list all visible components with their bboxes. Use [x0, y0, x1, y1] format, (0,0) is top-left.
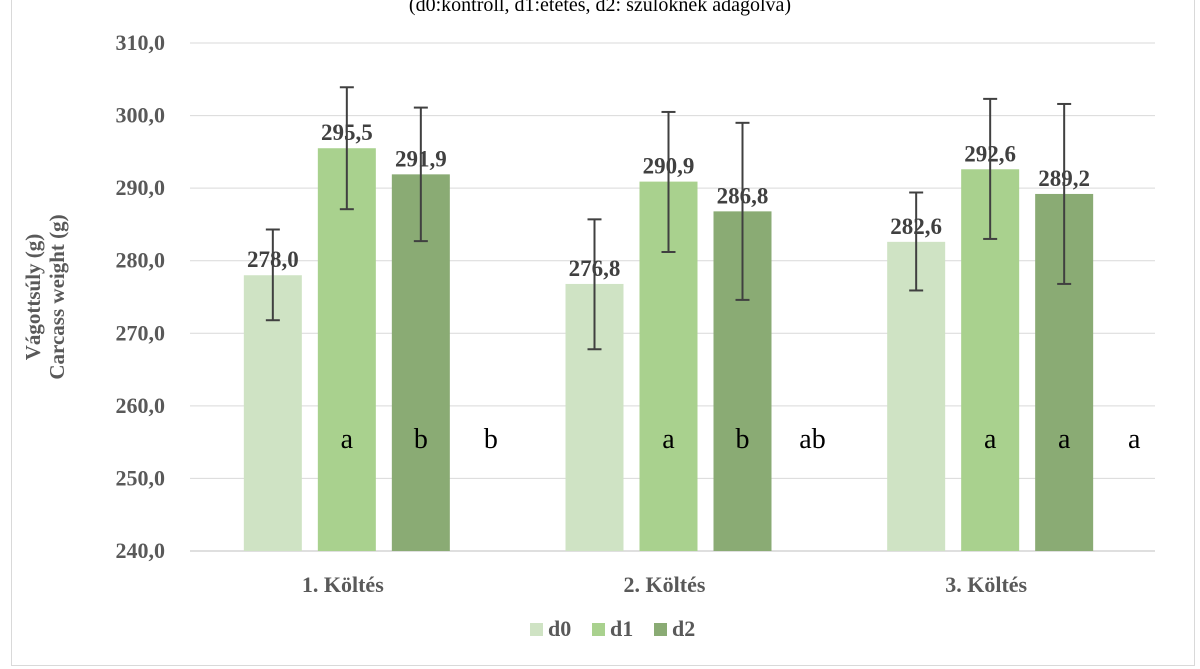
y-tick-label: 270,0 — [116, 320, 166, 345]
y-tick-label: 260,0 — [116, 393, 166, 418]
bar-d0 — [887, 241, 946, 552]
x-tick-label: 1. Költés — [302, 572, 384, 597]
y-axis-title: Vágottsúly (g) — [21, 234, 45, 361]
chart-subtitle: (d0:kontroll, d1:etetés, d2: szülőknek a… — [408, 0, 792, 16]
data-label: 289,2 — [1038, 166, 1090, 191]
y-tick-label: 310,0 — [116, 30, 166, 55]
data-label: 278,0 — [247, 247, 299, 272]
significance-letter: ab — [799, 424, 825, 455]
y-axis-subtitle: Carcass weight (g) — [45, 214, 69, 379]
legend-label: d0 — [548, 616, 571, 641]
significance-letter: a — [341, 424, 354, 455]
x-tick-label: 3. Költés — [945, 572, 1027, 597]
significance-letter: a — [984, 424, 997, 455]
significance-letter: b — [414, 424, 428, 455]
bar-d1 — [317, 148, 376, 551]
x-tick-label: 2. Költés — [624, 572, 706, 597]
significance-letter: a — [662, 424, 675, 455]
data-label: 295,5 — [321, 120, 373, 145]
legend-swatch-d2 — [654, 623, 667, 636]
y-tick-label: 240,0 — [116, 538, 166, 563]
significance-letter: b — [736, 424, 750, 455]
data-label: 282,6 — [890, 214, 942, 239]
data-label: 290,9 — [643, 154, 695, 179]
data-label: 292,6 — [964, 141, 1016, 166]
significance-letter: a — [1058, 424, 1071, 455]
chart-frame — [11, 0, 1195, 666]
significance-letter: a — [1128, 424, 1141, 455]
data-label: 276,8 — [569, 256, 621, 281]
data-label: 291,9 — [395, 146, 447, 171]
data-label: 286,8 — [717, 183, 769, 208]
y-tick-label: 300,0 — [116, 103, 166, 128]
y-tick-label: 290,0 — [116, 175, 166, 200]
y-tick-label: 250,0 — [116, 465, 166, 490]
legend-swatch-d1 — [592, 623, 605, 636]
legend-swatch-d0 — [530, 623, 543, 636]
y-tick-label: 280,0 — [116, 248, 166, 273]
legend-label: d1 — [610, 616, 633, 641]
legend-label: d2 — [672, 616, 695, 641]
significance-letter: b — [484, 424, 498, 455]
